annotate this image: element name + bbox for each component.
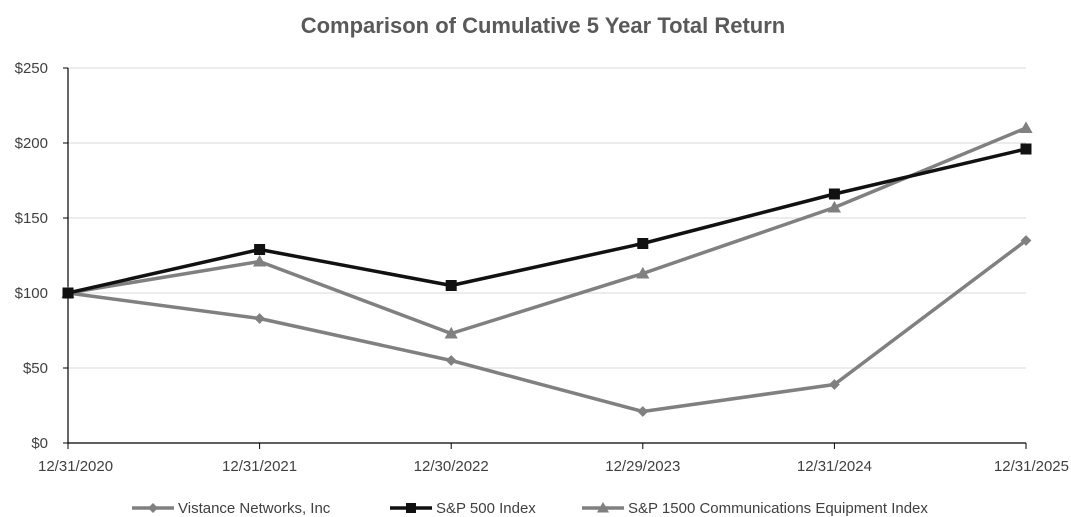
- data-point: [445, 355, 457, 366]
- data-point: [406, 503, 416, 513]
- y-tick-label: $100: [15, 285, 48, 302]
- data-point: [254, 244, 266, 255]
- gridlines: [68, 67, 1026, 369]
- data-point: [253, 254, 267, 267]
- data-point: [1020, 235, 1032, 246]
- chart-title: Comparison of Cumulative 5 Year Total Re…: [301, 13, 786, 38]
- y-tick-label: $150: [15, 210, 48, 227]
- legend-item: S&P 500 Index: [390, 500, 536, 517]
- legend-label: S&P 500 Index: [436, 500, 536, 517]
- data-point: [596, 501, 610, 513]
- data-point: [1019, 121, 1033, 133]
- series-line: [67, 126, 1027, 336]
- y-tick-label: $250: [15, 60, 48, 77]
- data-point: [148, 503, 158, 513]
- x-axis-ticks: 12/31/2020 12/31/2021 12/30/2022 12/29/2023…: [38, 443, 1069, 475]
- legend: Vistance Networks, Inc S&P 500 Index S&P 1…: [132, 500, 928, 517]
- legend-item: S&P 1500 Communications Equipment Index: [582, 500, 928, 517]
- x-tick-label: 12/29/2023: [605, 458, 680, 475]
- legend-label: S&P 1500 Communications Equipment Index: [628, 500, 928, 517]
- x-tick-label: 12/31/2025: [994, 458, 1069, 475]
- data-point: [637, 238, 649, 249]
- axes: [67, 68, 1026, 444]
- data-point: [254, 313, 265, 324]
- y-axis-ticks: $0 $50 $100 $150 $200 $250: [15, 60, 68, 452]
- x-tick-label: 12/31/2020: [38, 458, 113, 475]
- x-tick-label: 12/31/2024: [797, 458, 872, 475]
- legend-item: Vistance Networks, Inc: [132, 500, 331, 517]
- y-tick-label: $200: [15, 135, 48, 152]
- series-line: [67, 239, 1028, 414]
- x-tick-label: 12/30/2022: [414, 458, 489, 475]
- series-lines: [61, 121, 1033, 417]
- x-tick-label: 12/31/2021: [222, 458, 297, 475]
- data-point: [636, 266, 650, 279]
- data-point: [828, 188, 840, 200]
- data-point: [1020, 143, 1032, 155]
- data-point: [445, 280, 457, 291]
- y-tick-label: $0: [31, 435, 48, 452]
- series-line: [67, 147, 1027, 295]
- legend-label: Vistance Networks, Inc: [178, 500, 331, 517]
- y-tick-label: $50: [23, 360, 48, 377]
- series-2: [61, 121, 1033, 339]
- data-point: [829, 379, 840, 390]
- data-point: [62, 287, 74, 299]
- data-point: [827, 200, 841, 213]
- data-point: [444, 326, 458, 339]
- series-1: [62, 143, 1032, 299]
- data-point: [637, 406, 649, 417]
